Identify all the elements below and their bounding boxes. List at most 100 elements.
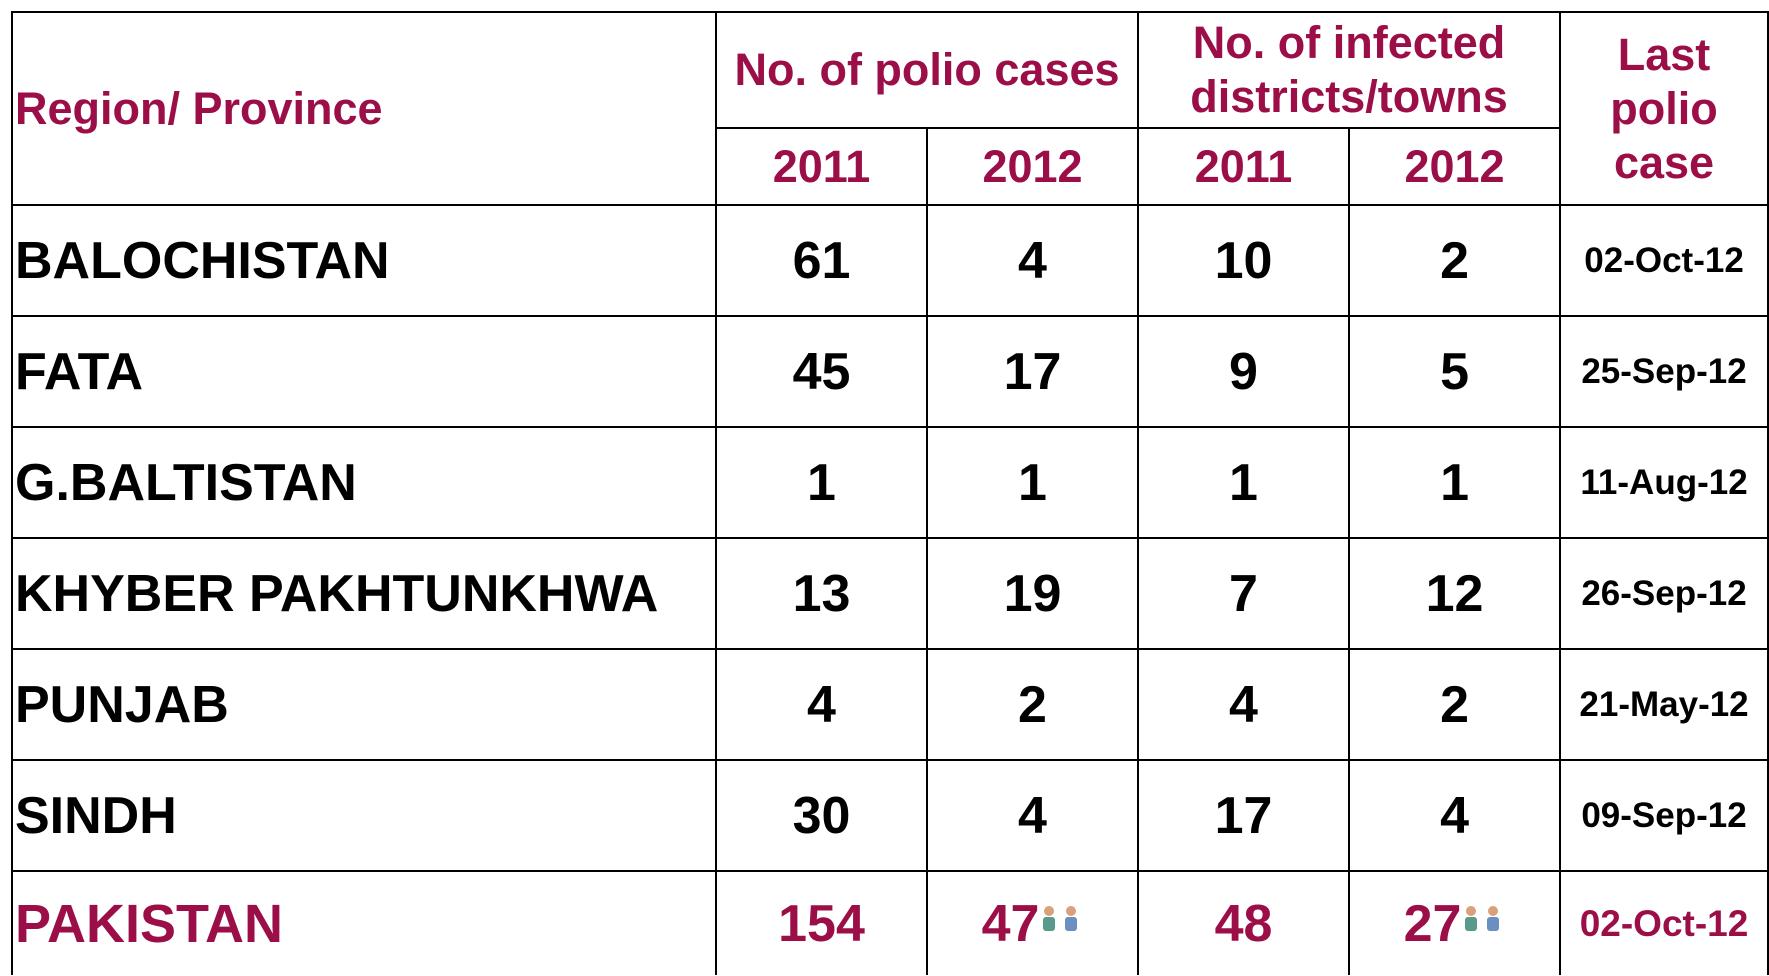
cell-text: 09-Sep-12 — [1581, 796, 1746, 835]
cell-text: PUNJAB — [15, 676, 229, 734]
region-cell: SINDH — [12, 760, 716, 871]
icon — [1461, 903, 1505, 933]
number-cell: 13 — [716, 538, 927, 649]
table-row: PUNJAB 4 2 4 2 21-May-12 — [12, 649, 1768, 760]
table-row: G.BALTISTAN 1 1 1 1 11-Aug-12 — [12, 427, 1768, 538]
cell-text: G.BALTISTAN — [15, 454, 357, 512]
table-row: KHYBER PAKHTUNKHWA 13 19 7 12 26-Sep-12 — [12, 538, 1768, 649]
header-last: Last polio case — [1560, 12, 1768, 205]
date-cell: 11-Aug-12 — [1560, 427, 1768, 538]
cell-text: KHYBER PAKHTUNKHWA — [15, 565, 658, 623]
cell-text: SINDH — [15, 787, 177, 845]
header-cases: No. of polio cases — [716, 12, 1138, 128]
icon — [1039, 886, 1083, 946]
number-cell: 61 — [716, 205, 927, 316]
number-cell: 47 — [927, 871, 1138, 975]
number-cell: 4 — [1349, 760, 1560, 871]
polio-table: Region/ Province No. of polio cases No. … — [11, 11, 1769, 975]
cell-text: 2 — [1440, 676, 1469, 734]
cell-text: 30 — [793, 787, 851, 845]
cell-text: 27 — [1404, 895, 1462, 953]
date-cell: 26-Sep-12 — [1560, 538, 1768, 649]
cell-text: 154 — [778, 895, 865, 953]
cell-text: 17 — [1215, 787, 1273, 845]
cell-text: 1 — [1440, 454, 1469, 512]
region-cell: PAKISTAN — [12, 871, 716, 975]
number-cell: 4 — [927, 205, 1138, 316]
cell-text: 5 — [1440, 343, 1469, 401]
table-row: SINDH 30 4 17 4 09-Sep-12 — [12, 760, 1768, 871]
cell-text: 4 — [807, 676, 836, 734]
number-cell: 9 — [1138, 316, 1349, 427]
cell-text: 13 — [793, 565, 851, 623]
region-cell: G.BALTISTAN — [12, 427, 716, 538]
region-cell: KHYBER PAKHTUNKHWA — [12, 538, 716, 649]
cell-text: 2 — [1018, 676, 1047, 734]
number-cell: 17 — [927, 316, 1138, 427]
cell-text: 12 — [1426, 565, 1484, 623]
icon — [1039, 903, 1083, 933]
cell-text: 1 — [807, 454, 836, 512]
cell-text: 02-Oct-12 — [1580, 903, 1749, 944]
header-districts: No. of infected districts/towns — [1138, 12, 1560, 128]
year-header: 2012 — [927, 128, 1138, 205]
cell-text: 25-Sep-12 — [1581, 352, 1746, 391]
cell-text: 4 — [1018, 787, 1047, 845]
table-row: BALOCHISTAN 61 4 10 2 02-Oct-12 — [12, 205, 1768, 316]
cell-text: 19 — [1004, 565, 1062, 623]
number-cell: 45 — [716, 316, 927, 427]
number-cell: 12 — [1349, 538, 1560, 649]
table-row: FATA 45 17 9 5 25-Sep-12 — [12, 316, 1768, 427]
number-cell: 1 — [927, 427, 1138, 538]
table-row: PAKISTAN 154 47 48 27 02-Oct-12 — [12, 871, 1768, 975]
header-region: Region/ Province — [12, 12, 716, 205]
year-header: 2011 — [1138, 128, 1349, 205]
date-cell: 02-Oct-12 — [1560, 871, 1768, 975]
page: {"header": {"region": "Region/ Province"… — [0, 0, 1769, 976]
cell-text: 9 — [1229, 343, 1258, 401]
number-cell: 5 — [1349, 316, 1560, 427]
year-header: 2012 — [1349, 128, 1560, 205]
cell-text: 17 — [1004, 343, 1062, 401]
cell-text: 26-Sep-12 — [1581, 574, 1746, 613]
number-cell: 4 — [716, 649, 927, 760]
date-cell: 21-May-12 — [1560, 649, 1768, 760]
number-cell: 2 — [1349, 649, 1560, 760]
number-cell: 1 — [716, 427, 927, 538]
number-cell: 2 — [927, 649, 1138, 760]
cell-text: 2 — [1440, 232, 1469, 290]
number-cell: 30 — [716, 760, 927, 871]
cell-text: 21-May-12 — [1579, 685, 1748, 724]
cell-text: 4 — [1440, 787, 1469, 845]
cell-text: 11-Aug-12 — [1580, 463, 1747, 502]
number-cell: 19 — [927, 538, 1138, 649]
number-cell: 7 — [1138, 538, 1349, 649]
cell-text: 47 — [982, 895, 1040, 953]
region-cell: PUNJAB — [12, 649, 716, 760]
number-cell: 4 — [927, 760, 1138, 871]
cell-text: 4 — [1018, 232, 1047, 290]
number-cell: 1 — [1349, 427, 1560, 538]
year-header: 2011 — [716, 128, 927, 205]
cell-text: 4 — [1229, 676, 1258, 734]
date-cell: 09-Sep-12 — [1560, 760, 1768, 871]
date-cell: 25-Sep-12 — [1560, 316, 1768, 427]
number-cell: 48 — [1138, 871, 1349, 975]
number-cell: 27 — [1349, 871, 1560, 975]
cell-text: 1 — [1018, 454, 1047, 512]
cell-text: 45 — [793, 343, 851, 401]
cell-text: 48 — [1215, 895, 1273, 953]
number-cell: 10 — [1138, 205, 1349, 316]
number-cell: 4 — [1138, 649, 1349, 760]
number-cell: 2 — [1349, 205, 1560, 316]
cell-text: 10 — [1215, 232, 1273, 290]
number-cell: 154 — [716, 871, 927, 975]
cell-text: PAKISTAN — [15, 894, 283, 954]
cell-text: 61 — [793, 232, 851, 290]
date-cell: 02-Oct-12 — [1560, 205, 1768, 316]
region-cell: BALOCHISTAN — [12, 205, 716, 316]
cell-text: FATA — [15, 343, 143, 401]
number-cell: 1 — [1138, 427, 1349, 538]
region-cell: FATA — [12, 316, 716, 427]
icon — [1461, 886, 1505, 946]
